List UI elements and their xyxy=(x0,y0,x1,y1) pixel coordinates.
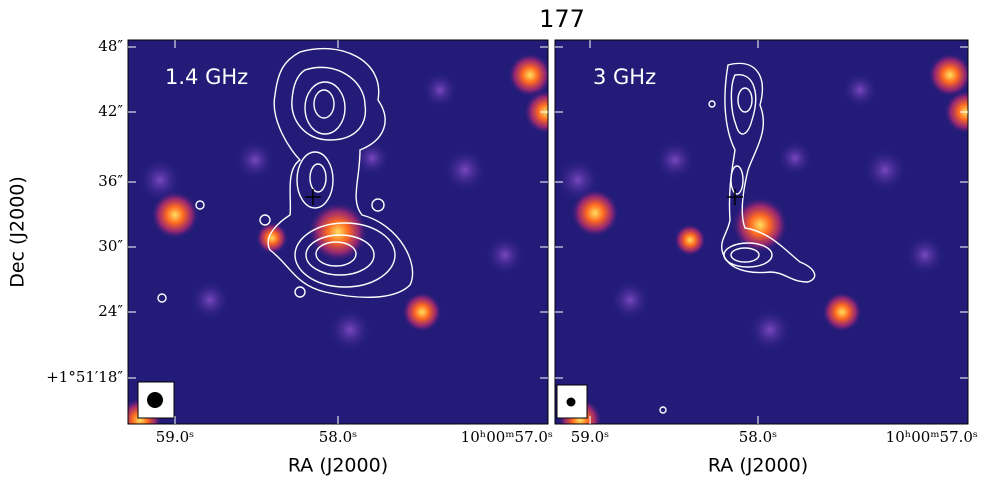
y-tick-label: 30″ xyxy=(98,237,123,255)
panel-image xyxy=(128,40,548,424)
y-tick-label: +1°51′18″ xyxy=(46,368,123,386)
x-tick-label: 59.0ˢ xyxy=(156,428,194,446)
panel-image xyxy=(555,40,968,424)
x-tick-label: 59.0ˢ xyxy=(571,428,609,446)
y-tick-label: 48″ xyxy=(98,37,123,55)
panel-label: 3 GHz xyxy=(593,65,656,89)
x-axis-label: RA (J2000) xyxy=(708,455,808,477)
y-tick-label: 42″ xyxy=(98,102,123,120)
panel-frame xyxy=(554,39,969,425)
x-axis-label: RA (J2000) xyxy=(288,455,388,477)
y-tick-label: 24″ xyxy=(98,302,123,320)
x-ticks: 59.0ˢ 58.0ˢ 10ʰ00ᵐ57.0ˢ 59.0ˢ 58.0ˢ 10ʰ0… xyxy=(156,428,978,446)
title: 177 xyxy=(539,5,585,33)
ticks xyxy=(128,40,968,424)
y-tick-label: 36″ xyxy=(98,172,123,190)
y-axis-label: Dec (J2000) xyxy=(7,176,29,288)
x-tick-label: 10ʰ00ᵐ57.0ˢ xyxy=(886,428,978,446)
y-ticks: 48″ 42″ 36″ 30″ 24″ +1°51′18″ xyxy=(46,37,123,386)
x-tick-label: 58.0ˢ xyxy=(319,428,357,446)
x-tick-label: 10ʰ00ᵐ57.0ˢ xyxy=(461,428,553,446)
panel-label: 1.4 GHz xyxy=(165,65,248,89)
x-tick-label: 58.0ˢ xyxy=(739,428,777,446)
